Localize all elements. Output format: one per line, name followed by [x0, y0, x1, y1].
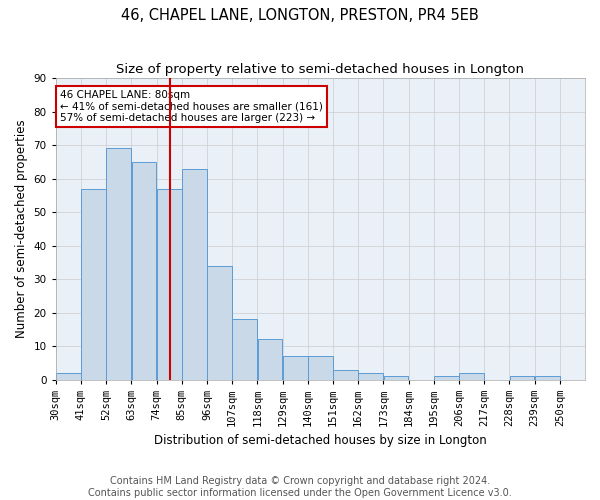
Bar	[283, 356, 308, 380]
Text: 46 CHAPEL LANE: 80sqm
← 41% of semi-detached houses are smaller (161)
57% of sem: 46 CHAPEL LANE: 80sqm ← 41% of semi-deta…	[60, 90, 323, 123]
Bar	[131, 162, 156, 380]
Bar	[182, 168, 207, 380]
X-axis label: Distribution of semi-detached houses by size in Longton: Distribution of semi-detached houses by …	[154, 434, 487, 448]
Text: Contains HM Land Registry data © Crown copyright and database right 2024.
Contai: Contains HM Land Registry data © Crown c…	[88, 476, 512, 498]
Bar	[56, 373, 80, 380]
Bar	[383, 376, 409, 380]
Bar	[333, 370, 358, 380]
Bar	[257, 340, 283, 380]
Bar	[232, 320, 257, 380]
Bar	[81, 188, 106, 380]
Bar	[207, 266, 232, 380]
Bar	[106, 148, 131, 380]
Bar	[358, 373, 383, 380]
Bar	[509, 376, 535, 380]
Text: 46, CHAPEL LANE, LONGTON, PRESTON, PR4 5EB: 46, CHAPEL LANE, LONGTON, PRESTON, PR4 5…	[121, 8, 479, 22]
Y-axis label: Number of semi-detached properties: Number of semi-detached properties	[15, 120, 28, 338]
Bar	[308, 356, 333, 380]
Title: Size of property relative to semi-detached houses in Longton: Size of property relative to semi-detach…	[116, 62, 524, 76]
Bar	[157, 188, 182, 380]
Bar	[535, 376, 560, 380]
Bar	[434, 376, 459, 380]
Bar	[459, 373, 484, 380]
